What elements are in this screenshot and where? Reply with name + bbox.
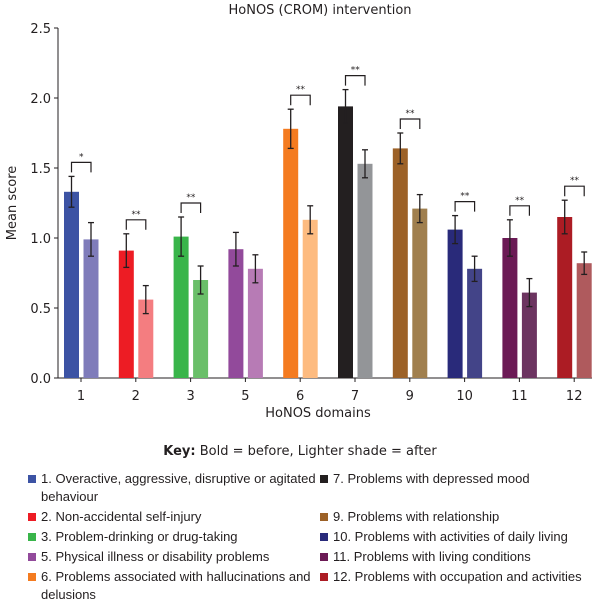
bar-after-9	[412, 208, 428, 378]
key-text: Bold = before, Lighter shade = after	[195, 444, 437, 459]
legend-label: 3. Problem-drinking or drug-taking	[41, 529, 238, 544]
significance-marker: **	[351, 66, 361, 76]
bar-chart: HoNOS (CROM) intervention HoNOS domains …	[5, 3, 592, 421]
legend-item: 12. Problems with occupation and activit…	[320, 568, 600, 604]
y-axis-label: Mean score	[5, 166, 20, 240]
legend-swatch	[320, 513, 328, 521]
y-tick-label: 1.5	[30, 162, 51, 177]
legend-swatch	[28, 533, 36, 541]
bar-before-1	[64, 191, 79, 378]
x-tick-label: 3	[186, 389, 194, 404]
y-tick-label: 0.0	[30, 372, 51, 387]
legend-label: 2. Non-accidental self-injury	[41, 509, 202, 524]
x-tick-label: 12	[566, 389, 583, 404]
y-tick-label: 2.0	[30, 92, 51, 107]
legend-item: 6. Problems associated with hallucinatio…	[28, 568, 320, 604]
bar-before-7	[338, 106, 353, 379]
legend-item: 1. Overactive, aggressive, disruptive or…	[28, 470, 320, 506]
bar-before-5	[228, 249, 244, 378]
bar-after-6	[302, 219, 318, 378]
legend-item: 11. Problems with living conditions	[320, 548, 600, 566]
legend-item: 10. Problems with activities of daily li…	[320, 528, 600, 546]
x-tick-label: 9	[406, 389, 414, 404]
legend-label: 11. Problems with living conditions	[333, 549, 531, 564]
y-tick-label: 2.5	[30, 22, 51, 37]
significance-bracket	[125, 219, 147, 230]
legend-item: 7. Problems with depressed mood	[320, 470, 600, 506]
bar-before-3	[173, 236, 189, 378]
bar-after-10	[467, 268, 483, 378]
bar-before-12	[557, 217, 573, 378]
legend-swatch	[28, 573, 36, 581]
x-tick-label: 5	[241, 389, 249, 404]
bar-before-6	[283, 128, 299, 378]
legend-item: 3. Problem-drinking or drug-taking	[28, 528, 320, 546]
legend-swatch	[320, 553, 328, 561]
significance-marker: *	[79, 152, 84, 162]
significance-marker: **	[296, 85, 306, 95]
significance-bracket	[564, 185, 585, 197]
legend-label: 6. Problems associated with hallucinatio…	[41, 569, 311, 602]
significance-bracket	[290, 94, 311, 106]
bar-after-5	[247, 268, 263, 378]
bar-after-3	[193, 280, 209, 378]
significance-bracket	[180, 202, 202, 213]
x-tick-label: 1	[77, 389, 85, 404]
significance-marker: **	[515, 196, 525, 206]
bar-before-2	[118, 250, 134, 378]
significance-bracket	[509, 205, 530, 216]
legend-label: 10. Problems with activities of daily li…	[333, 529, 568, 544]
legend-swatch	[320, 533, 328, 541]
legend-swatch	[320, 475, 328, 483]
significance-marker: **	[186, 193, 196, 203]
significance-marker: **	[460, 192, 470, 202]
significance-bracket	[454, 201, 476, 212]
x-axis-label: HoNOS domains	[265, 406, 371, 421]
legend-swatch	[320, 573, 328, 581]
bar-after-1	[83, 239, 99, 378]
x-tick-label: 7	[351, 389, 359, 404]
significance-marker: **	[132, 210, 142, 220]
significance-marker: **	[570, 176, 580, 186]
bar-before-10	[447, 229, 463, 378]
bar-after-7	[357, 163, 373, 378]
significance-bracket	[70, 161, 92, 173]
legend-swatch	[28, 513, 36, 521]
legend-label: 7. Problems with depressed mood	[333, 471, 530, 486]
bar-after-11	[521, 292, 537, 378]
x-tick-label: 11	[511, 389, 528, 404]
legend-item: 2. Non-accidental self-injury	[28, 508, 320, 526]
x-tick-label: 6	[296, 389, 304, 404]
legend-item: 5. Physical illness or disability proble…	[28, 548, 320, 566]
bar-after-12	[576, 263, 592, 378]
bar-before-9	[392, 148, 408, 378]
y-tick-label: 0.5	[30, 302, 51, 317]
key-label: Key:	[163, 444, 196, 459]
x-tick-label: 2	[132, 389, 140, 404]
legend-label: 9. Problems with relationship	[333, 509, 500, 524]
legend-label: 1. Overactive, aggressive, disruptive or…	[41, 471, 316, 504]
legend: 1. Overactive, aggressive, disruptive or…	[28, 470, 600, 604]
legend-label: 5. Physical illness or disability proble…	[41, 549, 270, 564]
legend-item: 9. Problems with relationship	[320, 508, 600, 526]
legend-swatch	[28, 553, 36, 561]
chart-title: HoNOS (CROM) intervention	[228, 3, 411, 18]
key-caption: Key: Bold = before, Lighter shade = afte…	[0, 444, 600, 459]
y-tick-label: 1.0	[30, 232, 51, 247]
significance-marker: **	[406, 109, 416, 119]
legend-swatch	[28, 475, 36, 483]
significance-bracket	[399, 118, 421, 129]
x-tick-label: 10	[456, 389, 473, 404]
bar-before-11	[502, 238, 518, 378]
bar-after-2	[138, 299, 154, 378]
significance-bracket	[344, 75, 366, 86]
legend-label: 12. Problems with occupation and activit…	[333, 569, 582, 584]
